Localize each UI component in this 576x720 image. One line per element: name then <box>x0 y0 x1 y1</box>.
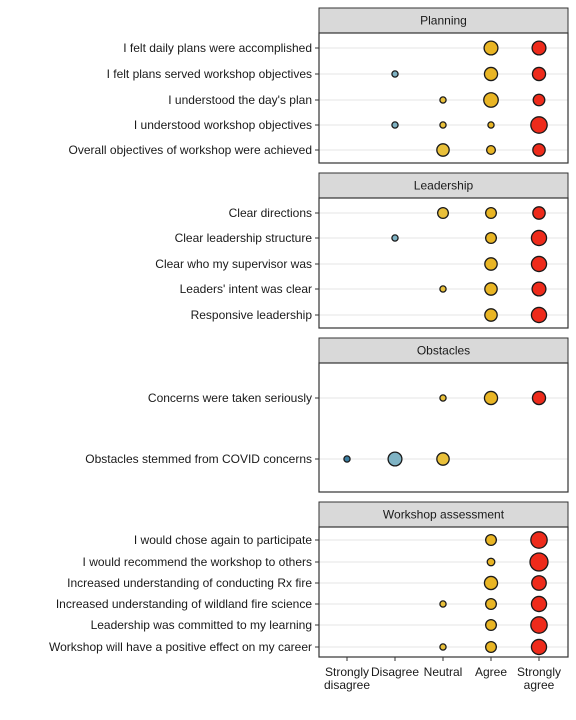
response-dot <box>484 206 497 219</box>
response-dot <box>484 619 497 632</box>
response-dot <box>529 552 549 572</box>
y-tick-label: Leadership was committed to my learning <box>91 618 312 632</box>
response-dot <box>530 116 548 134</box>
x-tick-label: Neutral <box>424 665 463 679</box>
response-dot <box>530 255 548 273</box>
response-dot <box>532 93 546 107</box>
y-tick-label: Obstacles stemmed from COVID concerns <box>85 452 312 466</box>
response-dot <box>485 144 497 156</box>
response-dot <box>530 616 548 634</box>
x-tick-label: Strongly agree <box>517 665 561 692</box>
facet-title: Leadership <box>414 179 474 193</box>
response-dot <box>439 96 447 104</box>
response-dot <box>483 40 499 56</box>
response-dot <box>343 455 351 463</box>
y-tick-label: Clear directions <box>229 206 312 220</box>
response-dot <box>483 92 499 108</box>
facet-panel: Workshop assessment I would chose again t… <box>49 501 569 658</box>
y-tick-label: Overall objectives of workshop were achi… <box>69 143 312 157</box>
x-tick-label: Agree <box>475 665 507 679</box>
response-dot <box>436 206 449 219</box>
panel-background <box>319 363 568 492</box>
response-dot <box>531 66 547 82</box>
y-tick-label: Clear leadership structure <box>175 231 313 245</box>
y-tick-label: I felt plans served workshop objectives <box>107 67 312 81</box>
response-dot <box>484 308 498 322</box>
y-tick-label: I felt daily plans were accomplished <box>123 41 312 55</box>
y-tick-label: I understood the day's plan <box>168 93 312 107</box>
response-dot <box>436 452 450 466</box>
response-dot <box>484 231 497 244</box>
facet-strip <box>318 337 569 364</box>
response-dot <box>483 66 499 82</box>
response-dot <box>391 121 399 129</box>
response-dot <box>391 70 399 78</box>
y-tick-label: Increased understanding of conducting Rx… <box>67 576 312 590</box>
response-dot <box>530 595 548 613</box>
x-tick-label: Disagree <box>371 665 419 679</box>
response-dot <box>439 394 447 402</box>
panel-background <box>319 198 568 328</box>
response-dot <box>387 451 403 467</box>
response-dot <box>436 143 450 157</box>
panel-border <box>318 197 569 329</box>
panel-border <box>318 32 569 164</box>
y-tick-label: I would recommend the workshop to others <box>83 555 312 569</box>
facet-title: Workshop assessment <box>383 508 505 522</box>
response-dot <box>484 257 498 271</box>
facet-panel: Obstacles Concerns were taken seriously Ob… <box>85 337 569 493</box>
y-tick-label: Responsive leadership <box>191 308 313 322</box>
y-tick-label: Clear who my supervisor was <box>155 257 312 271</box>
response-dot <box>530 229 548 247</box>
y-tick-label: I understood workshop objectives <box>134 118 312 132</box>
response-dot <box>532 206 546 220</box>
response-dot <box>484 534 497 547</box>
panel-border <box>318 362 569 493</box>
response-dot <box>532 143 546 157</box>
facet-title: Planning <box>420 14 467 28</box>
response-dot <box>439 285 447 293</box>
response-dot <box>486 557 496 567</box>
response-dot <box>487 121 495 129</box>
y-tick-label: Workshop will have a positive effect on … <box>49 640 312 654</box>
response-dot <box>530 306 548 324</box>
y-tick-label: Concerns were taken seriously <box>148 391 312 405</box>
response-dot <box>531 40 547 56</box>
response-dot <box>484 282 498 296</box>
response-dot <box>531 575 547 591</box>
response-dot <box>439 121 447 129</box>
response-dot <box>484 598 497 611</box>
panel-background <box>319 527 568 657</box>
response-dot <box>483 390 499 406</box>
response-dot <box>439 643 447 651</box>
response-dot <box>483 575 499 591</box>
response-dot <box>484 641 497 654</box>
y-tick-label: I would chose again to participate <box>134 533 312 547</box>
facet-strip <box>318 501 569 528</box>
response-dot <box>531 390 547 406</box>
response-dot <box>391 234 399 242</box>
response-dot <box>530 638 548 656</box>
x-tick-label: Strongly disagree <box>324 665 370 692</box>
y-tick-label: Increased understanding of wildland fire… <box>56 597 312 611</box>
y-tick-label: Leaders' intent was clear <box>180 282 312 296</box>
facet-panel: Leadership Clear directions Clear leadersh… <box>155 172 569 329</box>
response-dot <box>439 600 447 608</box>
response-dot <box>530 531 548 549</box>
response-dot <box>531 281 547 297</box>
facet-panel: Planning I felt daily plans were accompli… <box>69 7 569 164</box>
facet-title: Obstacles <box>417 344 470 358</box>
facet-strip <box>318 7 569 34</box>
